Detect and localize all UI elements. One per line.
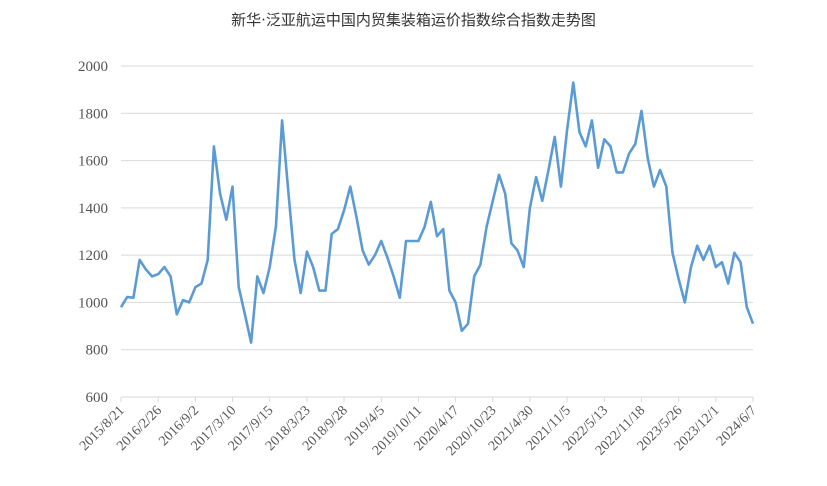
y-tick-label: 800 xyxy=(86,343,109,359)
y-tick-label: 1600 xyxy=(78,154,108,170)
y-tick-label: 600 xyxy=(86,390,109,406)
y-tick-label: 2000 xyxy=(78,59,108,75)
chart-title: 新华·泛亚航运中国内贸集装箱运价指数综合指数走势图 xyxy=(231,11,596,29)
y-tick-label: 1800 xyxy=(78,106,108,122)
y-tick-label: 1200 xyxy=(78,248,108,264)
y-tick-label: 1400 xyxy=(78,201,108,217)
series-line xyxy=(119,81,755,344)
x-tick-label: 2024/6/7 xyxy=(714,403,760,449)
y-tick-label: 1000 xyxy=(78,295,108,311)
